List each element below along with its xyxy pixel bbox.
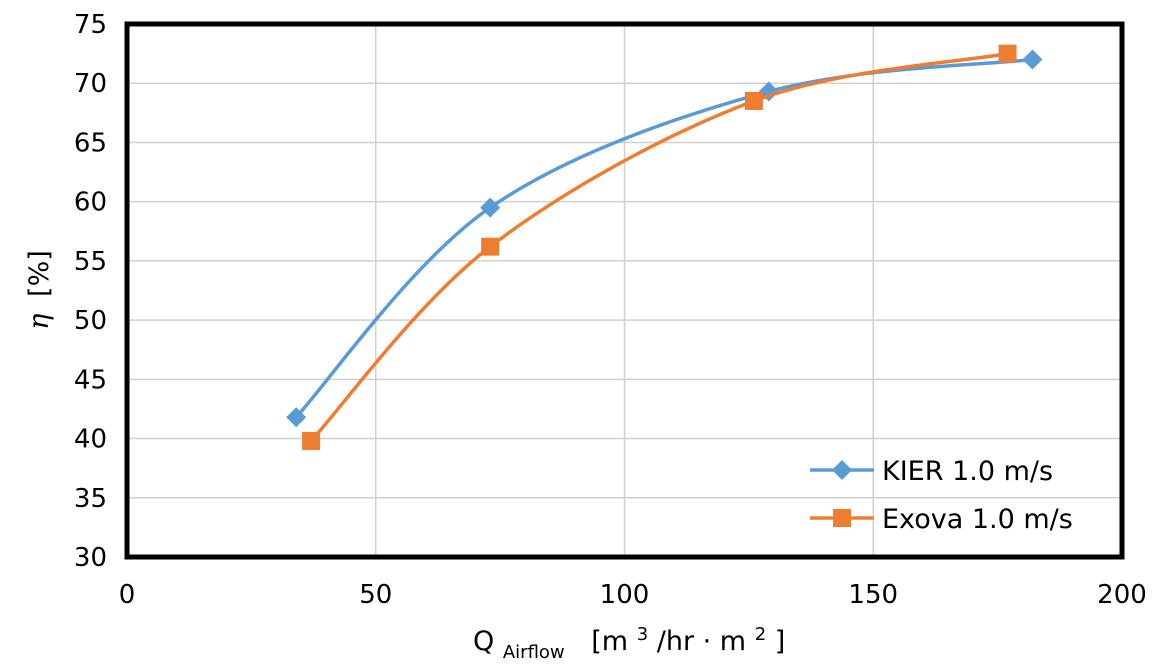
data-point-marker: [744, 91, 763, 110]
legend-label: Exova 1.0 m/s: [882, 504, 1073, 535]
x-axis-main: Q: [473, 626, 494, 657]
tick-labels: 30 35 40 45 50 55 60 65 70 75 0 50 100 150 200: [74, 10, 1147, 610]
x-axis-units-mid: /hr · m: [657, 626, 746, 657]
data-point-marker: [481, 237, 500, 256]
y-axis-symbol: η: [24, 314, 55, 330]
x-axis-title: Q Airflow [m 3 /hr · m 2 ]: [473, 616, 785, 665]
x-tick-label: 150: [848, 580, 898, 610]
data-point-marker: [998, 44, 1017, 63]
data-point-marker: [1022, 49, 1043, 70]
y-tick-label: 30: [74, 543, 107, 573]
data-point-marker: [480, 197, 501, 218]
y-tick-label: 55: [74, 247, 107, 277]
y-tick-label: 35: [74, 484, 107, 514]
series-kier: [286, 49, 1043, 428]
y-tick-label: 60: [74, 188, 107, 218]
x-axis-units-sup1: 3: [637, 624, 648, 645]
x-axis-subscript: Airflow: [503, 642, 565, 663]
data-point-marker: [302, 431, 321, 450]
series-line: [294, 57, 1033, 419]
y-axis-title: η [%]: [24, 250, 55, 330]
svg-text:η [%]: η [%]: [24, 250, 55, 330]
x-axis-units-open: [m: [591, 626, 628, 657]
y-tick-label: 70: [74, 69, 107, 99]
x-tick-label: 50: [359, 580, 392, 610]
plot-area-frame: [124, 21, 1125, 560]
x-axis-units-close: ]: [775, 626, 786, 657]
legend: KIER 1.0 m/s Exova 1.0 m/s: [810, 456, 1073, 535]
series-exova: [302, 44, 1017, 450]
y-tick-label: 65: [74, 128, 107, 158]
x-tick-label: 200: [1097, 580, 1147, 610]
y-tick-label: 50: [74, 306, 107, 336]
x-tick-label: 100: [600, 580, 650, 610]
series-line: [309, 51, 1008, 443]
legend-label: KIER 1.0 m/s: [882, 456, 1053, 487]
y-tick-label: 45: [74, 365, 107, 395]
y-axis-units: [%]: [24, 250, 55, 297]
x-axis-units-sup2: 2: [755, 624, 766, 645]
gridlines: [127, 24, 1122, 557]
legend-marker: [832, 460, 852, 480]
x-tick-label: 0: [119, 580, 136, 610]
data-point-marker: [286, 407, 307, 428]
y-tick-label: 75: [74, 10, 107, 40]
y-tick-label: 40: [74, 425, 107, 455]
legend-marker: [833, 509, 851, 527]
series-layer: [286, 44, 1043, 450]
